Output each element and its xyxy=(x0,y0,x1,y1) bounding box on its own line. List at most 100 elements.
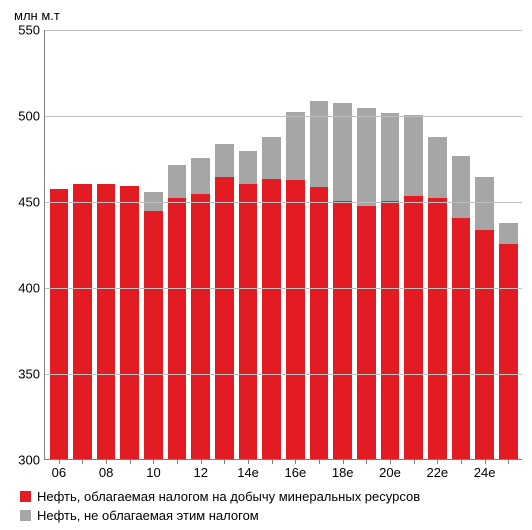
bar-segment-taxed xyxy=(215,177,234,459)
bar-segment-untaxed xyxy=(381,113,400,201)
bar-segment-taxed xyxy=(499,244,518,459)
bar-segment-taxed xyxy=(144,211,163,459)
bar-segment-taxed xyxy=(452,218,471,459)
bar-column: 12 xyxy=(191,158,210,459)
bar-segment-taxed xyxy=(50,189,69,459)
bar-column xyxy=(357,108,376,459)
x-tick-mark xyxy=(272,459,273,464)
bar-segment-taxed xyxy=(262,179,281,459)
y-tick-label: 300 xyxy=(4,453,40,468)
x-tick-label: 08 xyxy=(99,465,113,480)
bar-column: 10 xyxy=(144,192,163,459)
x-tick-mark xyxy=(82,459,83,464)
bar-segment-untaxed xyxy=(499,223,518,244)
bar-segment-untaxed xyxy=(428,137,447,197)
bar-segment-untaxed xyxy=(239,151,258,184)
bar-column xyxy=(73,184,92,459)
bar-segment-untaxed xyxy=(168,165,187,198)
x-tick-mark xyxy=(153,459,154,464)
x-tick-mark xyxy=(319,459,320,464)
bar-column: 18e xyxy=(333,103,352,459)
legend-item-taxed: Нефть, облагаемая налогом на добычу мине… xyxy=(20,488,420,506)
bar-column xyxy=(404,115,423,459)
x-tick-label: 18e xyxy=(332,465,354,480)
grid-line xyxy=(45,288,522,289)
bar-segment-untaxed xyxy=(404,115,423,196)
grid-line xyxy=(45,202,522,203)
bar-segment-untaxed xyxy=(286,112,305,181)
x-tick-mark xyxy=(366,459,367,464)
y-tick-label: 400 xyxy=(4,281,40,296)
bar-column: 24e xyxy=(475,177,494,459)
bar-segment-taxed xyxy=(239,184,258,459)
bar-column xyxy=(262,137,281,459)
bar-segment-taxed xyxy=(310,187,329,459)
legend-swatch-taxed-icon xyxy=(20,491,31,502)
grid-line xyxy=(45,30,522,31)
x-tick-label: 10 xyxy=(146,465,160,480)
bar-segment-taxed xyxy=(168,198,187,459)
x-tick-label: 16e xyxy=(285,465,307,480)
bars-group: 06081012 14e 16e 18e 20e 22e 24e xyxy=(45,30,522,459)
x-tick-mark xyxy=(201,459,202,464)
bar-column xyxy=(120,186,139,459)
bar-segment-taxed xyxy=(357,206,376,459)
x-tick-label: 20e xyxy=(379,465,401,480)
bar-column: 08 xyxy=(97,184,116,459)
bar-segment-untaxed xyxy=(262,137,281,178)
x-tick-mark xyxy=(461,459,462,464)
x-tick-label: 22e xyxy=(426,465,448,480)
x-tick-mark xyxy=(59,459,60,464)
legend-label-taxed: Нефть, облагаемая налогом на добычу мине… xyxy=(37,488,420,506)
x-tick-label: 14e xyxy=(237,465,259,480)
bar-segment-taxed xyxy=(475,230,494,459)
bar-segment-taxed xyxy=(333,201,352,459)
x-tick-mark xyxy=(485,459,486,464)
bar-segment-taxed xyxy=(73,184,92,459)
bar-column xyxy=(499,223,518,459)
x-tick-mark xyxy=(106,459,107,464)
y-axis-title: млн м.т xyxy=(14,8,60,23)
legend-label-untaxed: Нефть, не облагаемая этим налогом xyxy=(37,507,259,525)
bar-segment-untaxed xyxy=(215,144,234,177)
grid-line xyxy=(45,374,522,375)
bar-segment-untaxed xyxy=(475,177,494,230)
x-tick-label: 06 xyxy=(52,465,66,480)
bar-segment-untaxed xyxy=(333,103,352,201)
y-tick-label: 450 xyxy=(4,195,40,210)
bar-column: 20e xyxy=(381,113,400,459)
bar-segment-untaxed xyxy=(452,156,471,218)
y-tick-label: 500 xyxy=(4,109,40,124)
x-tick-mark xyxy=(130,459,131,464)
bar-segment-taxed xyxy=(191,194,210,459)
bar-segment-taxed xyxy=(97,184,116,459)
bar-segment-taxed xyxy=(381,201,400,459)
bar-column: 22e xyxy=(428,137,447,459)
grid-line xyxy=(45,116,522,117)
bar-segment-untaxed xyxy=(357,108,376,206)
bar-segment-untaxed xyxy=(310,101,329,187)
oil-production-chart: млн м.т 0608101214e16e18e20e22e24e Нефть… xyxy=(0,0,532,530)
x-tick-mark xyxy=(437,459,438,464)
bar-segment-taxed xyxy=(404,196,423,459)
x-tick-mark xyxy=(177,459,178,464)
bar-segment-untaxed xyxy=(191,158,210,194)
x-tick-mark xyxy=(414,459,415,464)
bar-segment-taxed xyxy=(428,198,447,459)
legend: Нефть, облагаемая налогом на добычу мине… xyxy=(20,488,420,525)
bar-column: 16e xyxy=(286,112,305,459)
bar-column: 06 xyxy=(50,189,69,459)
bar-column xyxy=(168,165,187,459)
bar-column: 14e xyxy=(239,151,258,459)
y-tick-label: 350 xyxy=(4,367,40,382)
bar-segment-taxed xyxy=(286,180,305,459)
legend-item-untaxed: Нефть, не облагаемая этим налогом xyxy=(20,507,420,525)
x-tick-mark xyxy=(248,459,249,464)
x-tick-label: 12 xyxy=(194,465,208,480)
bar-column xyxy=(215,144,234,459)
x-tick-mark xyxy=(295,459,296,464)
x-tick-label: 24e xyxy=(474,465,496,480)
x-tick-mark xyxy=(390,459,391,464)
x-tick-mark xyxy=(343,459,344,464)
y-tick-label: 550 xyxy=(4,23,40,38)
